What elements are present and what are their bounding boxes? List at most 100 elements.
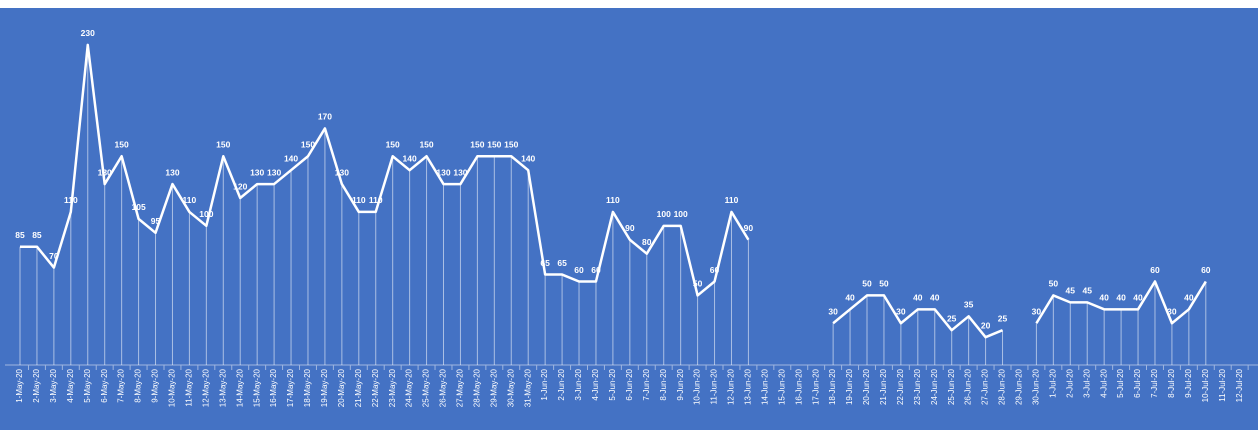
x-tick-label: 4-Jul-20 (1099, 368, 1108, 397)
x-tick-label: 27-May-20 (456, 368, 465, 407)
x-tick-label: 30-May-20 (506, 368, 515, 407)
data-label: 130 (267, 167, 281, 177)
data-label: 150 (301, 140, 315, 150)
x-tick-label: 3-Jun-20 (574, 368, 583, 400)
data-label: 110 (64, 195, 78, 205)
data-label: 130 (335, 167, 349, 177)
x-tick-label: 1-Jun-20 (540, 368, 549, 400)
x-tick-label: 3-Jul-20 (1082, 368, 1091, 397)
x-tick-label: 6-Jun-20 (625, 368, 634, 400)
x-tick-label: 20-Jun-20 (862, 368, 871, 405)
data-label: 65 (557, 258, 567, 268)
data-label: 120 (233, 181, 247, 191)
data-label: 110 (606, 195, 620, 205)
x-tick-label: 11-Jul-20 (1218, 368, 1227, 401)
x-tick-label: 2-May-20 (32, 368, 41, 402)
x-tick-label: 12-Jul-20 (1235, 368, 1244, 402)
x-tick-label: 10-May-20 (168, 368, 177, 407)
data-label: 60 (1150, 265, 1160, 275)
x-tick-label: 2-Jun-20 (557, 368, 566, 400)
data-label: 45 (1066, 286, 1076, 296)
data-label: 30 (828, 307, 838, 317)
data-label: 100 (674, 209, 688, 219)
x-tick-label: 9-Jul-20 (1184, 368, 1193, 397)
data-label: 110 (352, 195, 366, 205)
x-tick-label: 9-May-20 (151, 368, 160, 402)
x-tick-label: 22-Jun-20 (896, 368, 905, 405)
x-tick-label: 12-Jun-20 (727, 368, 736, 405)
x-tick-label: 28-May-20 (472, 368, 481, 407)
x-tick-label: 18-Jun-20 (828, 368, 837, 405)
x-tick-label: 7-May-20 (117, 368, 126, 402)
x-tick-label: 6-May-20 (100, 368, 109, 402)
x-tick-label: 19-Jun-20 (845, 368, 854, 405)
x-tick-label: 16-May-20 (269, 368, 278, 407)
x-tick-label: 26-May-20 (439, 368, 448, 407)
data-label: 60 (591, 265, 601, 275)
data-label: 80 (642, 237, 652, 247)
x-tick-label: 15-Jun-20 (777, 368, 786, 405)
data-label: 85 (32, 230, 42, 240)
data-label: 140 (403, 153, 417, 163)
data-label: 50 (1049, 279, 1059, 289)
x-tick-label: 6-Jul-20 (1133, 368, 1142, 397)
data-label: 150 (419, 140, 433, 150)
x-tick-label: 5-Jun-20 (608, 368, 617, 400)
data-label: 30 (896, 307, 906, 317)
data-label: 85 (15, 230, 25, 240)
x-tick-label: 16-Jun-20 (794, 368, 803, 405)
data-label: 130 (436, 167, 450, 177)
x-tick-label: 25-May-20 (422, 368, 431, 407)
x-tick-label: 18-May-20 (303, 368, 312, 407)
x-tick-label: 26-Jun-20 (964, 368, 973, 405)
data-label: 70 (49, 251, 59, 261)
data-label: 170 (318, 112, 332, 122)
x-tick-label: 10-Jun-20 (693, 368, 702, 405)
data-label: 40 (1099, 293, 1109, 303)
data-label: 230 (81, 28, 95, 38)
data-label: 40 (913, 293, 923, 303)
x-tick-label: 1-May-20 (15, 368, 24, 402)
data-label: 150 (115, 140, 129, 150)
data-label: 110 (369, 195, 383, 205)
data-label: 100 (199, 209, 213, 219)
x-tick-label: 3-May-20 (49, 368, 58, 402)
x-tick-label: 15-May-20 (252, 368, 261, 407)
x-tick-label: 28-Jun-20 (998, 368, 1007, 405)
data-label: 130 (98, 167, 112, 177)
data-label: 100 (657, 209, 671, 219)
data-label: 130 (453, 167, 467, 177)
data-label: 25 (998, 313, 1008, 323)
data-label: 110 (725, 195, 739, 205)
x-tick-label: 5-Jul-20 (1116, 368, 1125, 397)
x-tick-label: 17-May-20 (286, 368, 295, 407)
data-label: 40 (845, 293, 855, 303)
x-tick-label: 25-Jun-20 (947, 368, 956, 405)
x-tick-label: 20-May-20 (337, 368, 346, 407)
x-tick-label: 29-May-20 (489, 368, 498, 407)
x-tick-label: 21-Jun-20 (879, 368, 888, 405)
data-label: 130 (250, 167, 264, 177)
x-tick-label: 8-Jul-20 (1167, 368, 1176, 397)
data-label: 130 (165, 167, 179, 177)
x-tick-label: 8-May-20 (134, 368, 143, 402)
data-label: 150 (216, 140, 230, 150)
data-label: 150 (504, 140, 518, 150)
plot-background (0, 8, 1258, 430)
data-label: 60 (710, 265, 720, 275)
data-label: 40 (1133, 293, 1143, 303)
x-tick-label: 17-Jun-20 (811, 368, 820, 405)
x-tick-label: 14-May-20 (235, 368, 244, 407)
x-tick-label: 23-Jun-20 (913, 368, 922, 405)
x-tick-label: 5-May-20 (83, 368, 92, 402)
data-label: 60 (1201, 265, 1211, 275)
x-tick-label: 13-May-20 (218, 368, 227, 407)
x-tick-label: 7-Jun-20 (642, 368, 651, 400)
data-label: 110 (183, 195, 197, 205)
data-label: 50 (862, 279, 872, 289)
data-label: 30 (1167, 307, 1177, 317)
x-tick-label: 31-May-20 (523, 368, 532, 407)
x-tick-label: 11-May-20 (185, 368, 194, 406)
line (20, 43, 1207, 339)
